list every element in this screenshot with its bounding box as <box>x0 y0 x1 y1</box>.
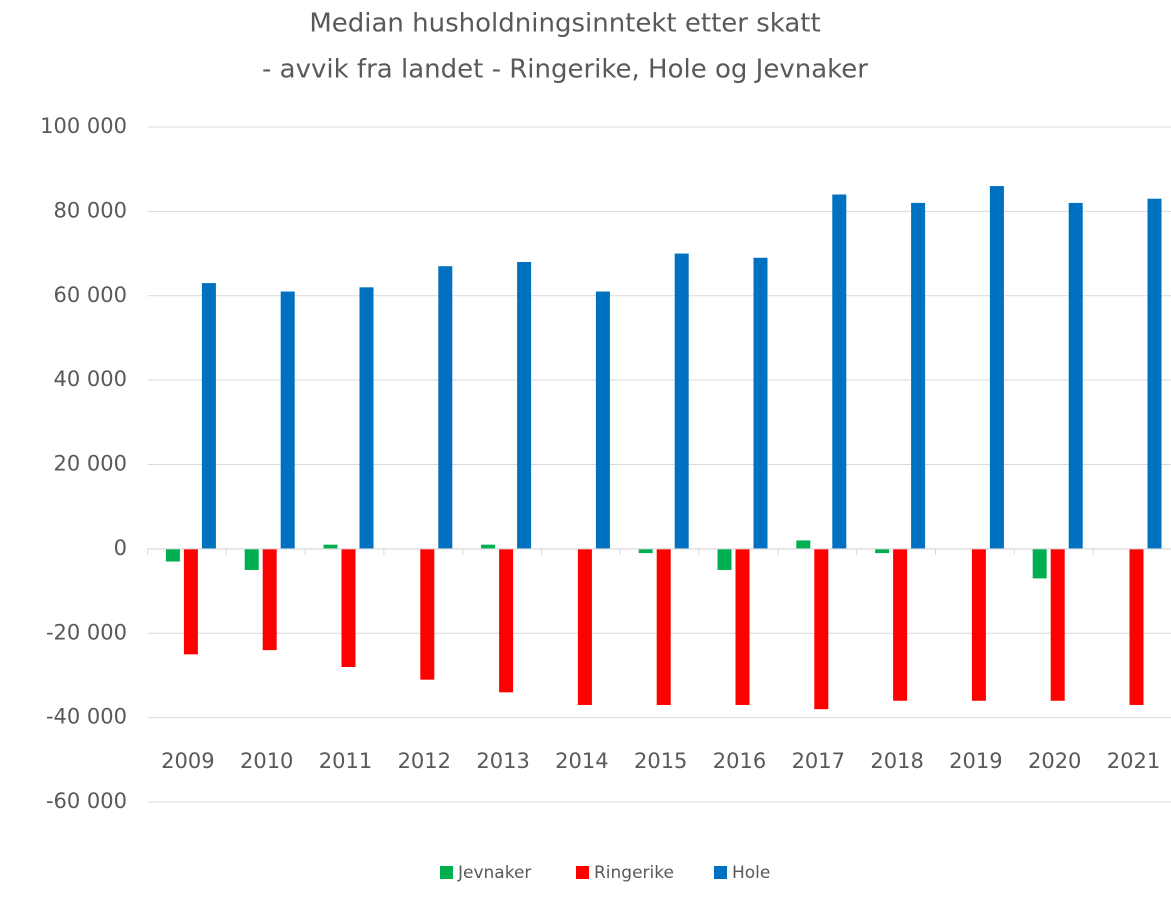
bar <box>420 548 435 680</box>
bar <box>893 548 908 701</box>
bar <box>875 548 890 554</box>
x-tick-label: 2009 <box>161 749 214 773</box>
legend-label: Jevnaker <box>457 863 531 883</box>
x-tick-label: 2020 <box>1028 749 1081 773</box>
bar <box>262 548 277 651</box>
legend-swatch <box>576 866 589 879</box>
x-tick-label: 2012 <box>398 749 451 773</box>
x-tick-label: 2010 <box>240 749 293 773</box>
y-tick-label: 100 000 <box>40 114 127 138</box>
bar <box>911 202 926 549</box>
bar <box>499 548 514 693</box>
x-tick-label: 2019 <box>949 749 1002 773</box>
bar <box>201 283 216 549</box>
bar <box>341 548 356 667</box>
chart-title: - avvik fra landet - Ringerike, Hole og … <box>262 55 868 85</box>
x-tick-label: 2014 <box>555 749 608 773</box>
bar <box>1129 548 1144 705</box>
bar <box>971 548 986 701</box>
bar <box>517 262 532 549</box>
bar <box>359 287 374 549</box>
bar <box>796 540 811 549</box>
bar <box>165 548 180 562</box>
y-tick-label: 40 000 <box>54 367 127 391</box>
bar <box>280 291 295 549</box>
bar <box>735 548 750 705</box>
bar <box>438 266 453 549</box>
y-tick-label: 0 <box>114 536 127 560</box>
bar <box>244 548 259 570</box>
bar <box>1032 548 1047 579</box>
x-tick-label: 2017 <box>792 749 845 773</box>
bar <box>753 257 768 549</box>
legend-swatch <box>440 866 453 879</box>
bar <box>989 186 1004 549</box>
bar <box>481 544 496 549</box>
x-tick-label: 2021 <box>1107 749 1160 773</box>
bar <box>183 548 198 655</box>
x-tick-label: 2011 <box>319 749 372 773</box>
bar <box>832 194 847 549</box>
bar <box>674 253 689 549</box>
legend-label: Ringerike <box>594 863 674 883</box>
bar <box>577 548 592 705</box>
bar <box>1050 548 1065 701</box>
bar <box>1147 198 1162 549</box>
y-tick-label: -60 000 <box>46 789 127 813</box>
x-tick-label: 2015 <box>634 749 687 773</box>
bar <box>595 291 610 549</box>
bar <box>717 548 732 570</box>
y-tick-label: -20 000 <box>46 620 127 644</box>
bar <box>323 544 338 549</box>
legend-swatch <box>714 866 727 879</box>
legend-label: Hole <box>732 863 770 883</box>
y-tick-label: 20 000 <box>54 452 127 476</box>
bar <box>1068 202 1083 549</box>
y-tick-label: -40 000 <box>46 705 127 729</box>
y-tick-label: 80 000 <box>54 198 127 222</box>
y-tick-label: 60 000 <box>54 283 127 307</box>
x-tick-label: 2013 <box>476 749 529 773</box>
x-tick-label: 2018 <box>870 749 923 773</box>
x-tick-label: 2016 <box>713 749 766 773</box>
chart-title: Median husholdningsinntekt etter skatt <box>309 9 820 39</box>
bar <box>814 548 829 710</box>
bar <box>656 548 671 705</box>
bar <box>638 548 653 554</box>
